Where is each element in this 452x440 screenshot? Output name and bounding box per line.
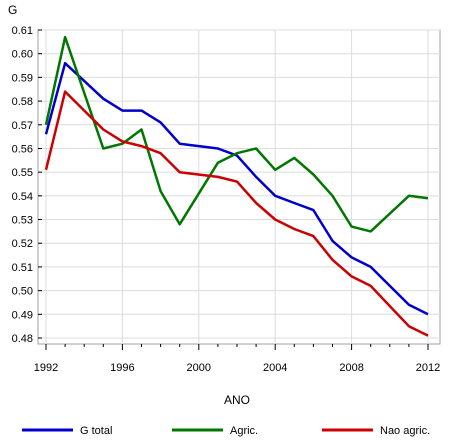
series-line-1 xyxy=(44,35,429,233)
y-tick-label: 0.58 xyxy=(12,96,33,108)
x-tick-label: 1996 xyxy=(110,362,134,374)
y-tick-label: 0.59 xyxy=(12,72,33,84)
y-tick-label: 0.51 xyxy=(12,262,33,274)
y-tick-label: 0.55 xyxy=(12,167,33,179)
y-tick-label: 0.56 xyxy=(12,143,33,155)
y-tick-label: 0.60 xyxy=(12,49,33,61)
x-tick-label: 2008 xyxy=(339,362,363,374)
y-tick-label: 0.57 xyxy=(12,120,33,132)
y-tick-label: 0.53 xyxy=(12,215,33,227)
y-tick-label: 0.48 xyxy=(12,333,33,345)
y-tick-label: 0.50 xyxy=(12,286,33,298)
y-axis-ticks: 0.48 0.49 0.50 0.51 0.52 0.53 0.54 0.55 0.56 0.57… xyxy=(12,25,42,345)
x-tick-label: 2000 xyxy=(187,362,211,374)
x-axis-title: ANO xyxy=(224,393,250,407)
x-axis-ticks: 1992 1996 2000 2004 2008 2012 xyxy=(34,344,440,374)
series-line-0 xyxy=(44,61,429,316)
legend-label-0: G total xyxy=(80,425,112,437)
y-tick-label: 0.54 xyxy=(12,191,33,203)
legend: G total Agric. Nao agric. xyxy=(22,425,430,437)
legend-label-2: Nao agric. xyxy=(380,425,430,437)
series-lines xyxy=(44,35,429,337)
y-axis-title: G xyxy=(8,3,17,17)
x-tick-label: 2004 xyxy=(263,362,287,374)
plot-area xyxy=(37,29,441,345)
series-line-2 xyxy=(44,90,429,337)
y-tick-label: 0.52 xyxy=(12,238,33,250)
x-tick-label: 1992 xyxy=(34,362,58,374)
y-tick-label: 0.49 xyxy=(12,309,33,321)
x-tick-label: 2012 xyxy=(416,362,440,374)
legend-label-1: Agric. xyxy=(230,425,258,437)
y-tick-label: 0.61 xyxy=(12,25,33,37)
